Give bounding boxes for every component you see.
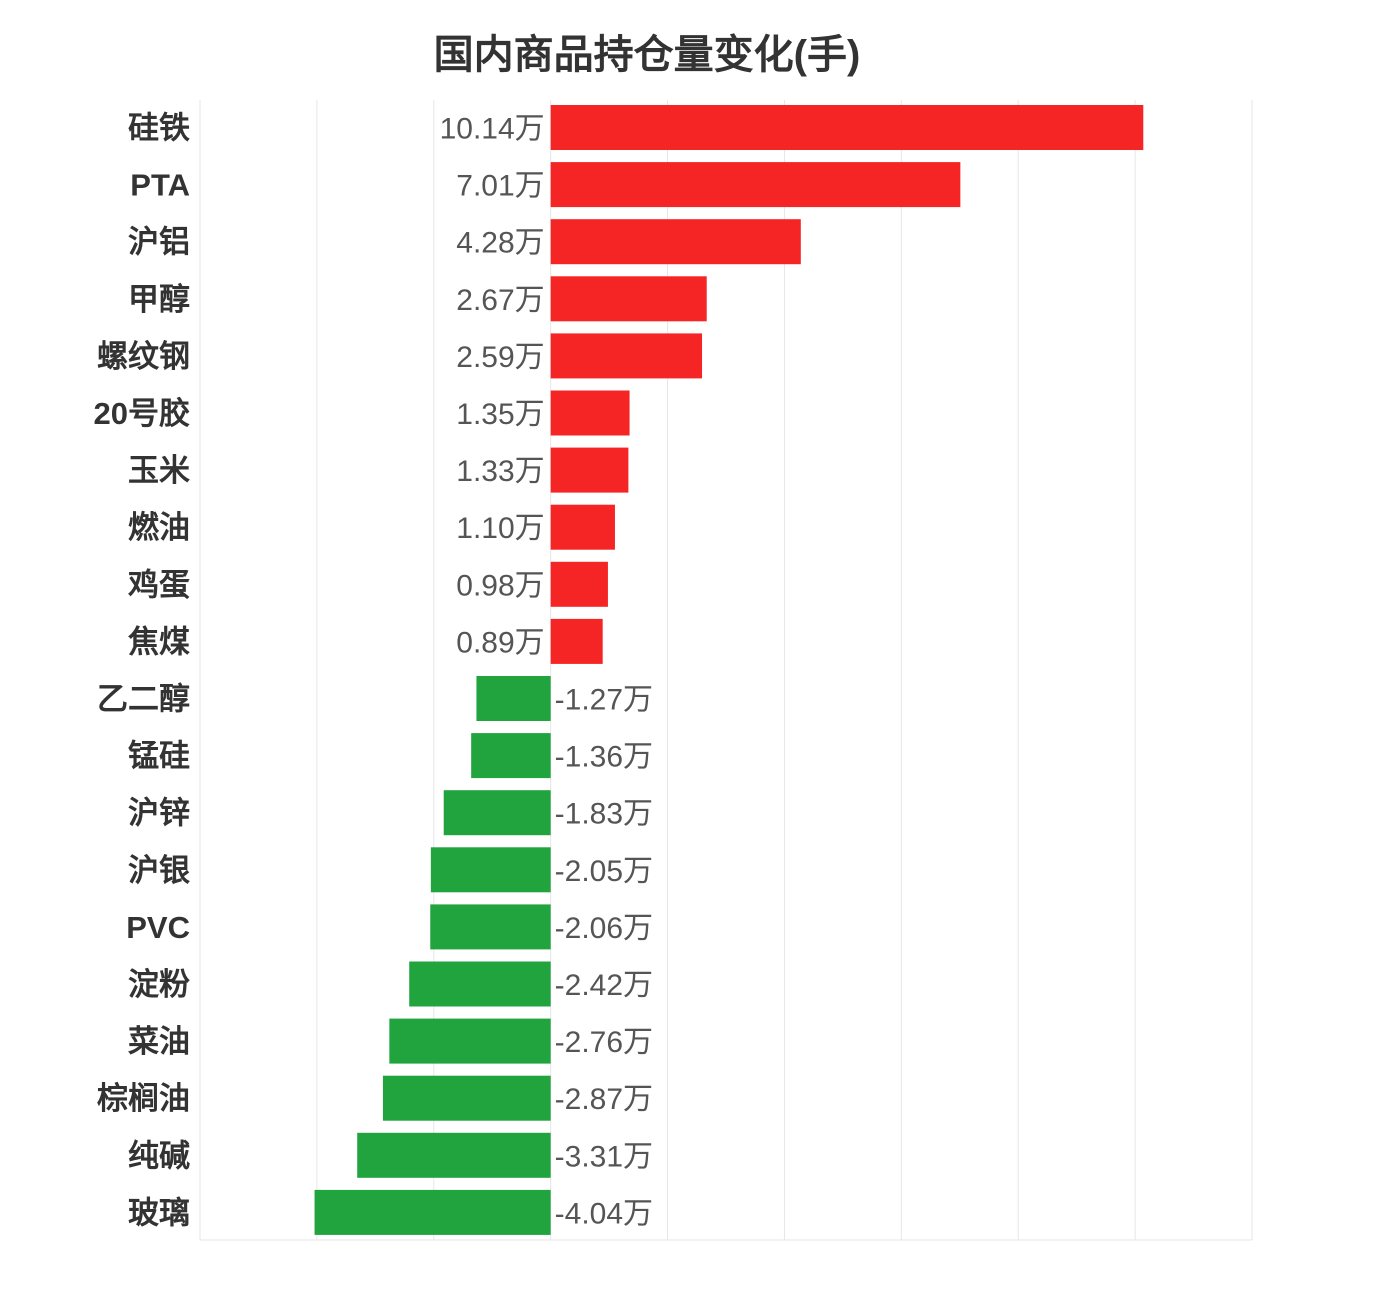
value-label: 7.01万 [456, 170, 544, 203]
bar [389, 1018, 551, 1064]
bar [382, 1075, 551, 1121]
category-label: PTA [130, 168, 190, 203]
category-label: 玉米 [128, 453, 190, 488]
bar [550, 219, 801, 265]
value-label: 1.35万 [456, 398, 544, 431]
bar [409, 961, 551, 1007]
bar [430, 904, 551, 950]
category-label: 沪银 [128, 853, 190, 888]
category-label: 淀粉 [128, 967, 190, 1002]
value-label: -2.87万 [555, 1083, 653, 1116]
bar [550, 276, 707, 322]
value-label: -4.04万 [555, 1197, 653, 1230]
bar [314, 1189, 551, 1235]
value-label: 1.10万 [456, 512, 544, 545]
category-label: PVC [126, 910, 190, 945]
category-label: 20号胶 [94, 396, 190, 431]
value-label: -1.83万 [555, 798, 653, 831]
category-label: 硅铁 [128, 111, 190, 146]
value-label: 1.33万 [456, 455, 544, 488]
category-label: 锰硅 [128, 739, 190, 774]
value-label: 2.59万 [456, 341, 544, 374]
category-label: 沪铝 [128, 225, 190, 260]
category-label: 菜油 [128, 1024, 190, 1059]
bar [443, 790, 551, 836]
value-label: -2.76万 [555, 1026, 653, 1059]
bar [550, 333, 703, 379]
value-label: 2.67万 [456, 284, 544, 317]
bar [357, 1132, 551, 1178]
bar [476, 676, 551, 721]
value-label: -1.27万 [555, 684, 653, 717]
category-label: 焦煤 [128, 624, 190, 659]
value-label: -2.05万 [555, 855, 653, 888]
bar [550, 105, 1144, 150]
value-label: 0.98万 [456, 569, 544, 602]
bar [550, 162, 961, 208]
value-label: 4.28万 [456, 227, 544, 260]
value-label: -3.31万 [555, 1140, 653, 1173]
grid-lines [199, 100, 1253, 1241]
bar [550, 504, 615, 550]
bars [314, 105, 1144, 1235]
value-label: -1.36万 [555, 741, 653, 774]
bar [550, 447, 629, 493]
value-label: 10.14万 [440, 113, 545, 146]
bar [550, 390, 630, 436]
chart-title: 国内商品持仓量变化(手) [433, 33, 861, 77]
category-label: 沪锌 [128, 796, 190, 831]
value-label: -2.42万 [555, 969, 653, 1002]
category-label: 甲醇 [128, 282, 190, 317]
value-label: 0.89万 [456, 626, 544, 659]
category-label: 棕榈油 [97, 1081, 190, 1116]
bar [550, 618, 603, 664]
value-label: -2.06万 [555, 912, 653, 945]
category-label: 纯碱 [128, 1138, 190, 1173]
category-label: 乙二醇 [97, 682, 190, 717]
bar [430, 847, 551, 893]
category-label: 燃油 [128, 510, 190, 545]
category-label: 鸡蛋 [127, 567, 190, 602]
category-label: 螺纹钢 [97, 339, 190, 374]
bar [550, 561, 608, 607]
bar [471, 733, 551, 779]
category-label: 玻璃 [128, 1195, 190, 1230]
